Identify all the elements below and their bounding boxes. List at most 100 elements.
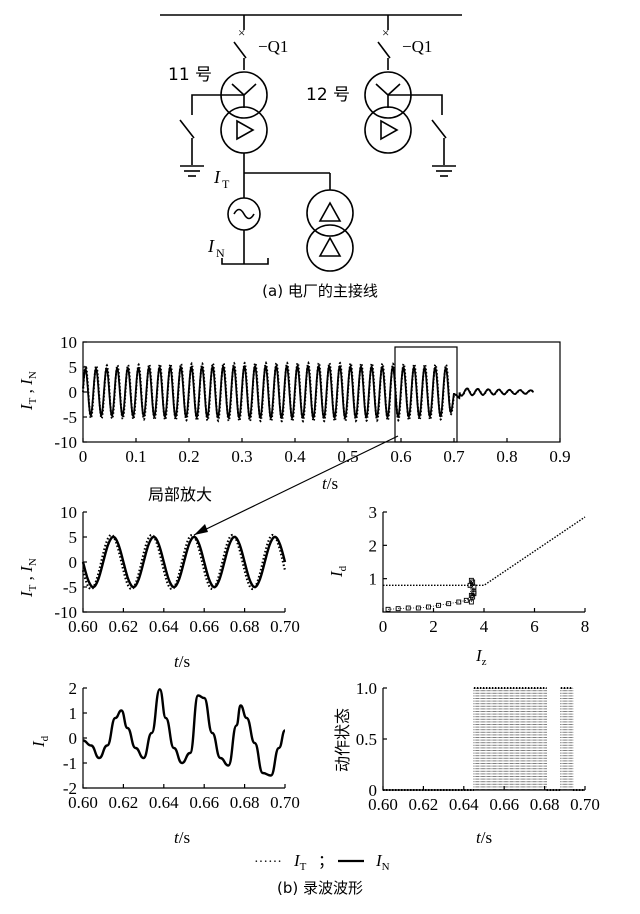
x-tick-label: 0.62 xyxy=(109,793,139,812)
operating-point xyxy=(468,599,474,605)
chart-id-xlabel: t/s xyxy=(174,828,190,847)
chart-zoom: IT , IN 10 5 0 -5 -10 0.60 0.62 0.64 0.66 0.68 0.… xyxy=(17,503,300,671)
y-tick-label: 5 xyxy=(69,528,78,547)
chart-id-ylabel: Id xyxy=(29,735,51,748)
left-breaker-switch xyxy=(233,41,247,59)
left-breaker-x: × xyxy=(238,25,245,40)
operating-point xyxy=(436,602,441,608)
x-tick-label: 0.4 xyxy=(284,447,306,466)
x-tick-label: 0 xyxy=(379,617,388,636)
left-wye-symbol xyxy=(231,83,257,108)
right-ground-icon xyxy=(432,165,456,177)
x-tick-label: 0.6 xyxy=(390,447,411,466)
chart-action-xlabel: t/s xyxy=(476,828,492,847)
x-tick-label: 0.66 xyxy=(189,793,219,812)
aux-delta-top xyxy=(318,201,342,222)
y-tick-label: -10 xyxy=(54,603,77,622)
y-tick-label: 2 xyxy=(369,536,378,555)
zoom-arrow xyxy=(193,435,399,536)
y-tick-label: 0 xyxy=(69,729,78,748)
x-tick-label: 0.64 xyxy=(149,793,179,812)
chart-char-axes xyxy=(382,512,585,613)
y-tick-label: 10 xyxy=(60,503,77,522)
zoom-arrowhead xyxy=(194,524,208,535)
right-wye-symbol xyxy=(375,83,401,108)
right-breaker-label: −Q1 xyxy=(402,37,432,56)
chart-char-ylabel: Id xyxy=(327,565,349,578)
x-tick-label: 0.9 xyxy=(549,447,570,466)
left-delta-symbol xyxy=(236,119,255,141)
caption-a: (a) 电厂的主接线 xyxy=(262,282,378,300)
right-delta-symbol xyxy=(380,119,399,141)
x-tick-label: 4 xyxy=(480,617,489,636)
x-tick-label: 0.66 xyxy=(189,617,219,636)
x-tick-label: 0.5 xyxy=(337,447,358,466)
legend-dotted-marker: ······ xyxy=(254,855,282,870)
chart-action: 动作状态 1.0 0.5 0 0.60 0.62 0.64 0.66 0.68 0.70 t/… xyxy=(333,679,600,847)
x-tick-label: 6 xyxy=(530,617,539,636)
y-tick-label: 10 xyxy=(60,333,77,352)
aux-transformer-top-coil xyxy=(306,189,354,237)
y-tick-label: 1 xyxy=(69,704,78,723)
chart-char-xlabel: Iz xyxy=(475,646,487,668)
zoom-box xyxy=(394,346,458,443)
circuit-diagram: × −Q1 × −Q1 11 号 12 号 xyxy=(160,14,462,300)
left-ground-icon xyxy=(180,165,204,177)
x-tick-label: 0.3 xyxy=(231,447,252,466)
y-tick-label: 0 xyxy=(369,781,378,800)
chart-char: Id 3 2 1 0 2 4 6 8 Iz xyxy=(327,503,589,668)
characteristic-line xyxy=(383,516,586,586)
y-tick-label: 3 xyxy=(369,503,378,522)
x-tick-label: 0.64 xyxy=(149,617,179,636)
x-tick-label: 0.62 xyxy=(409,795,439,814)
generator-ground-bracket xyxy=(221,258,269,265)
x-tick-label: 0.68 xyxy=(230,617,260,636)
operating-point xyxy=(426,604,431,610)
legend-solid-label: IN xyxy=(375,851,390,873)
y-tick-label: 0.5 xyxy=(356,730,377,749)
generator-sine-icon xyxy=(233,208,255,220)
legend-dotted-label: IT xyxy=(293,851,307,873)
legend: ······ IT ； IN xyxy=(254,851,390,873)
action-state-transitions xyxy=(560,688,574,790)
x-tick-label: 0.70 xyxy=(570,795,600,814)
x-tick-label: 0.1 xyxy=(125,447,146,466)
left-neutral-line xyxy=(191,94,244,115)
right-neutral-switch xyxy=(431,119,447,139)
right-unit-label: 12 号 xyxy=(306,85,350,105)
chart-top: IT , IN 10 5 0 -5 -10 0 0.1 0.2 0.3 0.4 0.5 0.6 0.7… xyxy=(17,333,571,493)
chart-top-ylabel: IT , IN xyxy=(17,371,39,411)
y-tick-label: 2 xyxy=(69,679,78,698)
operating-point xyxy=(395,606,401,612)
legend-separator: ； xyxy=(318,851,334,870)
y-tick-label: -2 xyxy=(63,779,77,798)
y-tick-label: 0 xyxy=(69,553,78,572)
x-tick-label: 0.60 xyxy=(68,793,98,812)
series-in-line xyxy=(82,364,534,420)
action-state-transitions xyxy=(473,688,547,790)
x-tick-label: 0.66 xyxy=(489,795,519,814)
zoom-series-in-line xyxy=(81,535,287,589)
x-tick-label: 0 xyxy=(79,447,88,466)
chart-action-axes xyxy=(382,688,585,791)
right-transformer-bottom-coil xyxy=(364,106,412,154)
current-n-sub: N xyxy=(216,246,225,260)
chart-id-axes xyxy=(82,688,285,789)
y-tick-label: 5 xyxy=(69,358,78,377)
x-tick-label: 0.70 xyxy=(270,617,300,636)
chart-id: Id 2 1 0 -1 -2 0.60 0.62 0.64 0.66 0.68 0.70 t/s xyxy=(29,679,300,847)
right-breaker-x: × xyxy=(382,25,389,40)
y-tick-label: 1 xyxy=(369,570,378,589)
operating-point xyxy=(467,582,473,588)
x-tick-label: 0.60 xyxy=(68,617,98,636)
chart-zoom-axes xyxy=(82,512,285,613)
operating-point xyxy=(463,597,469,603)
operating-point xyxy=(470,594,476,600)
x-tick-label: 8 xyxy=(581,617,590,636)
x-tick-label: 0.68 xyxy=(530,795,560,814)
operating-point xyxy=(405,605,411,611)
current-n-label: I xyxy=(207,236,215,256)
x-tick-label: 0.68 xyxy=(230,793,260,812)
aux-transformer-bottom-coil xyxy=(306,224,354,272)
operating-point xyxy=(471,591,477,597)
